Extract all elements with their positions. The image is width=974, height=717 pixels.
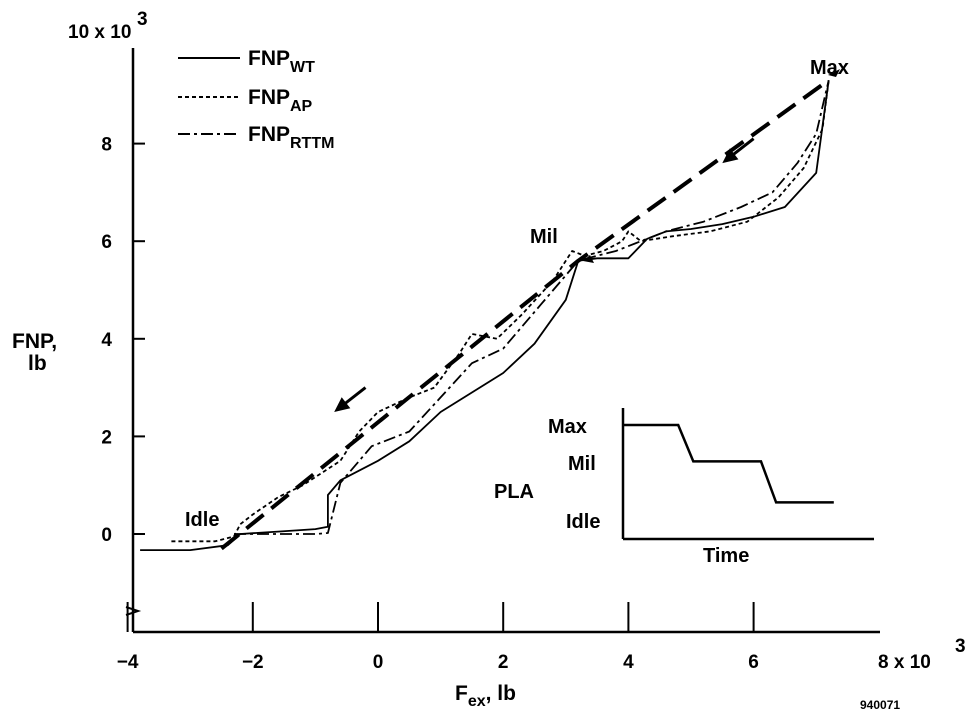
x-tick-label: 6 (748, 652, 759, 673)
y-tick-exponent: 3 (137, 9, 148, 30)
y-tick-label: 8 (101, 135, 112, 156)
y-axis-title-line1: FNP, (12, 330, 57, 353)
annotation-max: Max (810, 57, 849, 79)
inset-level-max: Max (548, 416, 587, 438)
x-tick-label: 2 (498, 652, 509, 673)
legend-label-ap-sub: AP (290, 98, 313, 115)
direction-arrow-head (722, 148, 739, 164)
inset-level-mil: Mil (568, 453, 596, 475)
y-ticks: 0 2 4 6 8 10 x 10 (68, 22, 145, 546)
x-tick-label: −2 (242, 652, 264, 673)
legend: FNPWT FNPAP FNPRTTM (178, 47, 334, 152)
x-tick-label: −4 (117, 652, 139, 673)
direction-arrow-shaft (730, 137, 755, 157)
max-point-marker (828, 69, 840, 77)
direction-arrow-shaft (342, 386, 367, 406)
x-axis-title-main: F (455, 682, 468, 705)
x-axis-title: Fex, lb (455, 682, 516, 710)
x-ticks: −4 −2 0 2 4 6 8 x 10 (117, 602, 931, 673)
figure-id: 940071 (860, 698, 900, 712)
legend-label-rttm: FNPRTTM (248, 123, 334, 152)
y-tick-label: 6 (101, 232, 112, 253)
series-layer (140, 78, 830, 551)
mil-point-marker (583, 255, 594, 263)
legend-label-ap: FNPAP (248, 86, 313, 115)
legend-label-ap-main: FNP (248, 86, 290, 109)
inset-x-title: Time (703, 545, 749, 567)
legend-label-rttm-main: FNP (248, 123, 290, 146)
series-line-dashed (171, 80, 830, 543)
arrow-layer (334, 137, 755, 412)
x-tick-exponent: 3 (955, 636, 966, 657)
legend-label-wt-main: FNP (248, 47, 290, 70)
series-line-solid (140, 80, 830, 551)
axis-break-mark (125, 606, 142, 616)
legend-label-wt-sub: WT (290, 59, 315, 76)
y-axis-title-line2: lb (28, 352, 47, 375)
y-tick-label: 4 (101, 330, 112, 351)
x-axis-title-rest: , lb (486, 682, 516, 705)
inset-y-title: PLA (494, 481, 534, 503)
annotation-idle: Idle (185, 509, 219, 531)
inset-pla-profile (623, 423, 834, 504)
annotation-mil: Mil (530, 226, 558, 248)
y-tick-label: 2 (101, 427, 112, 448)
direction-arrow-head (334, 397, 351, 412)
pla-inset: Max Mil Idle PLA Time (494, 408, 874, 567)
x-tick-label: 0 (373, 652, 384, 673)
inset-level-idle: Idle (566, 511, 600, 533)
legend-label-wt: FNPWT (248, 47, 315, 76)
series-line-longdash (220, 78, 830, 551)
x-tick-label: 4 (623, 652, 634, 673)
x-axis-title-sub: ex (468, 693, 486, 710)
legend-label-rttm-sub: RTTM (290, 135, 334, 152)
x-tick-label: 8 x 10 (878, 652, 931, 673)
y-tick-label: 0 (101, 525, 112, 546)
y-tick-label: 10 x 10 (68, 22, 131, 43)
